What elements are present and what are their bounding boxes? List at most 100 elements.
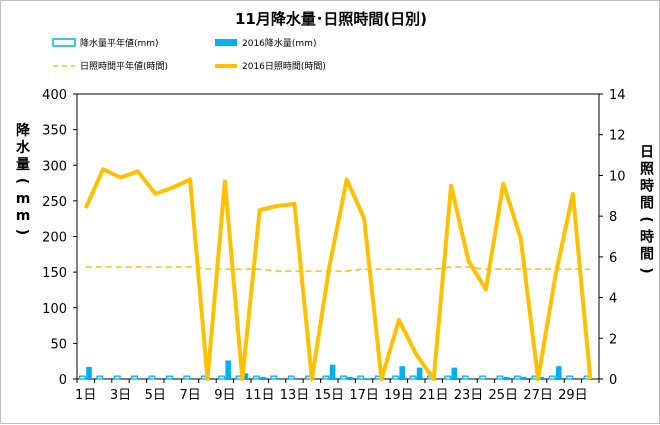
left-axis-title-char: 降: [16, 122, 31, 139]
bar-rain-normal: [148, 375, 156, 380]
right-tick-label: 4: [609, 292, 617, 307]
bar-rain-2016: [260, 376, 266, 379]
legend: 降水量平年値(mm) 2016降水量(mm) 日照時間平年値(時間) 2016日…: [52, 37, 326, 72]
right-tick-label: 0: [609, 373, 617, 388]
left-tick-label: 350: [42, 124, 67, 139]
bar-rain-normal: [392, 375, 400, 380]
bar-rain-normal: [96, 375, 104, 380]
bar-rain-2016: [225, 360, 231, 379]
bar-rain-normal: [113, 375, 121, 380]
left-tick-label: 200: [42, 231, 67, 246]
line-sun-normal: [85, 266, 591, 272]
x-tick-label: 21日: [419, 388, 449, 403]
bar-rain-2016: [521, 376, 527, 379]
axes: [73, 93, 603, 383]
right-axis-title-char: (: [638, 216, 654, 222]
legend-label-rain-2016: 2016降水量(mm): [242, 37, 316, 49]
bar-rain-normal: [566, 375, 574, 380]
x-tick-label: 15日: [315, 388, 345, 403]
bar-rain-normal: [322, 375, 330, 380]
legend-swatch-rain-normal: [52, 38, 76, 47]
right-axis-title-char: ): [638, 267, 654, 273]
bar-rain-normal: [287, 375, 295, 380]
bar-rain-normal: [444, 375, 452, 380]
x-tick-label: 27日: [523, 388, 553, 403]
bars: [78, 360, 591, 380]
right-tick-label: 12: [609, 129, 626, 144]
bar-rain-2016: [347, 376, 353, 379]
bar-rain-2016: [451, 367, 458, 379]
bar-rain-normal: [218, 375, 226, 380]
bar-rain-normal: [548, 375, 556, 380]
x-tick-label: 1日: [75, 388, 96, 403]
right-tick-label: 2: [609, 332, 617, 347]
bar-rain-normal: [357, 375, 365, 380]
bar-rain-normal: [270, 375, 278, 380]
bar-rain-2016: [538, 376, 545, 379]
legend-label-sun-normal: 日照時間平年値(時間): [80, 60, 168, 72]
left-tick-label: 0: [59, 373, 67, 388]
right-axis-title-char: 間: [640, 247, 654, 263]
bar-rain-normal: [252, 375, 260, 380]
right-tick-label: 14: [609, 88, 626, 103]
legend-label-rain-normal: 降水量平年値(mm): [80, 37, 159, 49]
left-axis-title: 降水量 ( mm): [14, 122, 31, 235]
left-axis-title-char: (: [14, 178, 30, 184]
right-tick-label: 6: [609, 251, 617, 266]
bar-rain-normal: [409, 375, 417, 380]
left-axis-title-char: 水: [16, 139, 31, 156]
bar-rain-2016: [399, 366, 405, 379]
x-tick-label: 13日: [280, 388, 310, 403]
legend-label-sun-2016: 2016日照時間(時間): [242, 61, 326, 72]
left-tick-label: 150: [42, 266, 67, 281]
left-tick-label: 400: [42, 88, 67, 103]
left-tick-label: 250: [42, 195, 67, 210]
right-axis-title-char: 照: [640, 162, 654, 178]
x-tick-label: 25日: [489, 388, 519, 403]
bar-rain-2016: [503, 376, 510, 379]
bar-rain-2016: [86, 366, 92, 379]
x-tick-label: 17日: [349, 388, 379, 403]
legend-item-rain-normal: 降水量平年値(mm): [52, 37, 159, 49]
left-axis-title-char: ): [14, 229, 30, 235]
chart-title: 11月降水量･日照時間(日別): [235, 10, 427, 28]
right-tick-label: 10: [609, 169, 626, 184]
x-tick-label: 5日: [145, 388, 166, 403]
left-axis-title-char: 量: [16, 157, 30, 173]
x-tick-label: 29日: [558, 388, 588, 403]
bar-rain-2016: [329, 364, 336, 379]
right-axis-title: 日照時間(時間): [638, 145, 654, 274]
line-sun-2016: [83, 167, 593, 381]
x-tick-label: 9日: [214, 388, 235, 403]
right-axis-title-char: 日: [640, 145, 654, 161]
x-tick-label: 23日: [454, 388, 484, 403]
right-axis-title-char: 時: [640, 178, 654, 195]
bar-rain-normal: [131, 375, 139, 380]
lines: [83, 167, 593, 381]
legend-item-rain-2016: 2016降水量(mm): [215, 37, 316, 49]
bar-rain-2016: [556, 366, 562, 379]
legend-swatch-rain-2016: [215, 39, 237, 46]
bar-rain-normal: [513, 375, 521, 380]
axis-titles: 降水量(mm)日照時間(時間): [14, 122, 654, 274]
bar-rain-2016: [416, 367, 423, 379]
bar-rain-normal: [496, 375, 504, 380]
left-axis-title-char: m: [16, 208, 31, 224]
right-axis-title-char: 時: [640, 229, 654, 246]
bar-rain-normal: [339, 375, 347, 380]
x-tick-label: 19日: [384, 388, 414, 403]
legend-item-sun-normal: 日照時間平年値(時間): [53, 60, 168, 72]
left-axis-title-char: m: [16, 191, 31, 207]
bar-rain-2016: [242, 373, 249, 379]
x-tick-label: 3日: [110, 388, 131, 403]
bar-rain-2016: [364, 378, 371, 379]
left-tick-label: 50: [50, 337, 67, 352]
bar-rain-normal: [479, 375, 487, 380]
bar-rain-normal: [78, 375, 86, 380]
x-tick-label: 11日: [245, 388, 275, 403]
left-tick-label: 100: [42, 302, 67, 317]
x-tick-label: 7日: [179, 388, 200, 403]
bar-rain-normal: [183, 375, 191, 380]
